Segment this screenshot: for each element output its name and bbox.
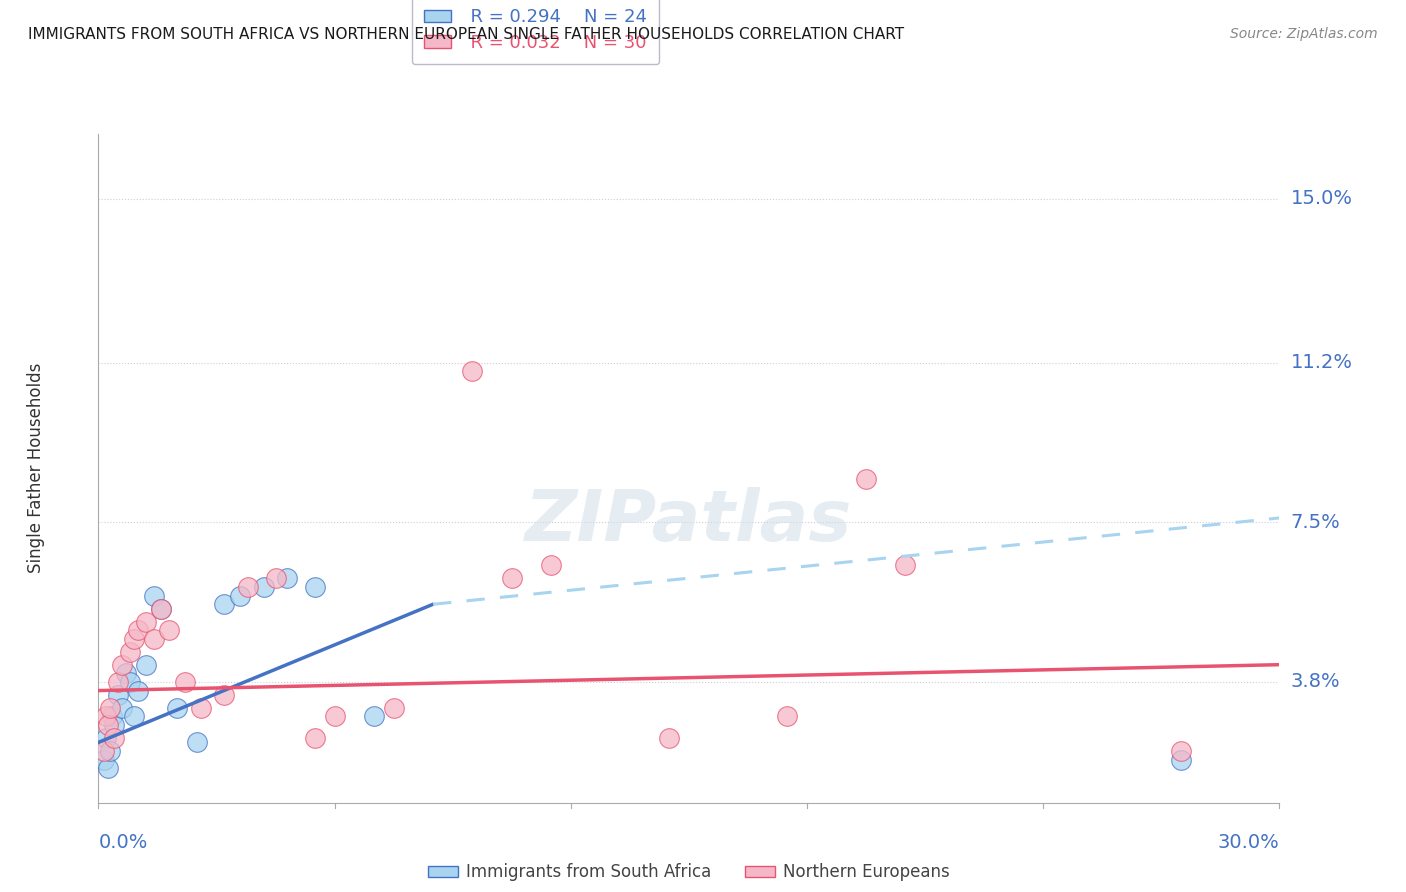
Text: 7.5%: 7.5%: [1291, 513, 1340, 532]
Point: [101, 709, 124, 723]
Text: Single Father Households: Single Father Households: [27, 363, 45, 574]
Point: [96, 709, 118, 723]
Point: [236, 580, 259, 594]
Point: [98, 744, 121, 758]
Point: [150, 601, 173, 615]
Text: ZIPatlas: ZIPatlas: [526, 487, 852, 557]
Point: [540, 558, 562, 573]
Point: [157, 623, 180, 637]
Point: [229, 589, 252, 603]
Point: [93, 744, 115, 758]
Point: [107, 675, 129, 690]
Point: [658, 731, 681, 745]
Point: [93, 753, 115, 767]
Point: [501, 571, 523, 585]
Point: [461, 364, 484, 378]
Legend: Immigrants from South Africa, Northern Europeans: Immigrants from South Africa, Northern E…: [422, 857, 956, 888]
Point: [111, 701, 134, 715]
Point: [142, 589, 165, 603]
Point: [127, 623, 149, 637]
Point: [107, 688, 129, 702]
Point: [118, 645, 141, 659]
Point: [150, 601, 173, 615]
Point: [894, 558, 917, 573]
Point: [111, 657, 134, 672]
Point: [122, 709, 145, 723]
Point: [214, 688, 236, 702]
Point: [276, 571, 298, 585]
Point: [103, 731, 125, 745]
Text: IMMIGRANTS FROM SOUTH AFRICA VS NORTHERN EUROPEAN SINGLE FATHER HOUSEHOLDS CORRE: IMMIGRANTS FROM SOUTH AFRICA VS NORTHERN…: [28, 27, 904, 42]
Point: [142, 632, 165, 646]
Point: [190, 701, 212, 715]
Point: [363, 709, 385, 723]
Point: [1170, 744, 1192, 758]
Text: 15.0%: 15.0%: [1291, 189, 1353, 208]
Point: [253, 580, 276, 594]
Text: 3.8%: 3.8%: [1291, 673, 1340, 691]
Point: [304, 731, 326, 745]
Point: [115, 666, 138, 681]
Point: [166, 701, 188, 715]
Point: [97, 761, 120, 775]
Point: [855, 472, 877, 486]
Point: [264, 571, 287, 585]
Point: [214, 597, 236, 611]
Point: [174, 675, 197, 690]
Point: [135, 615, 157, 629]
Point: [97, 718, 120, 732]
Text: 30.0%: 30.0%: [1218, 833, 1279, 853]
Point: [98, 701, 121, 715]
Point: [127, 683, 149, 698]
Point: [776, 709, 799, 723]
Point: [118, 675, 141, 690]
Point: [122, 632, 145, 646]
Point: [304, 580, 326, 594]
Text: 11.2%: 11.2%: [1291, 353, 1353, 372]
Text: Source: ZipAtlas.com: Source: ZipAtlas.com: [1230, 27, 1378, 41]
Text: 0.0%: 0.0%: [98, 833, 148, 853]
Point: [323, 709, 346, 723]
Point: [96, 731, 118, 745]
Point: [186, 735, 208, 749]
Point: [135, 657, 157, 672]
Point: [1170, 753, 1192, 767]
Point: [103, 718, 125, 732]
Point: [382, 701, 405, 715]
